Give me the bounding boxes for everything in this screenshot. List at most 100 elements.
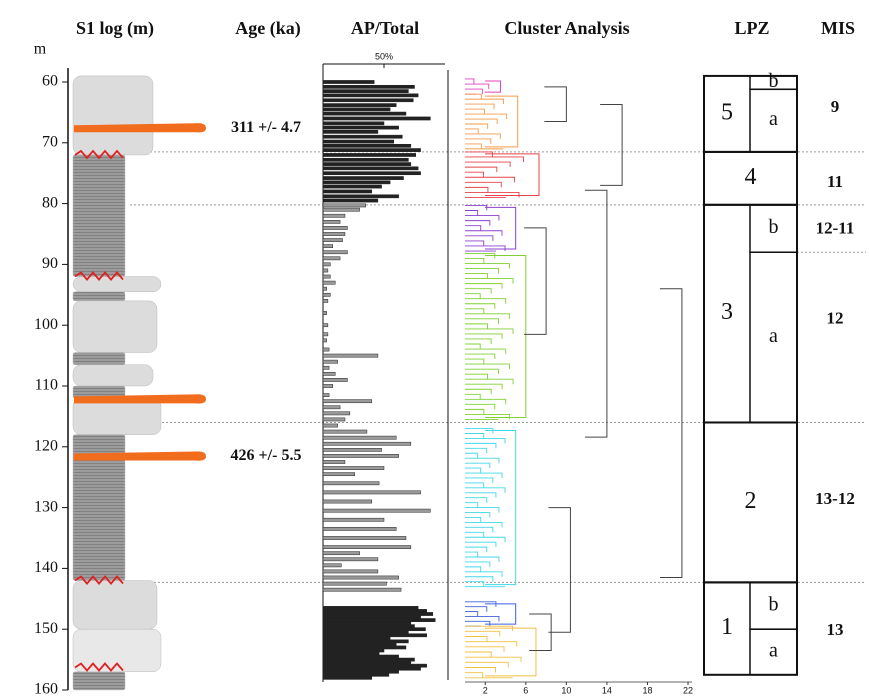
cluster-leaf bbox=[465, 293, 481, 299]
pollen-bar bbox=[322, 508, 431, 513]
cluster-join bbox=[600, 103, 623, 186]
age-label: 311 +/- 4.7 bbox=[231, 119, 301, 136]
cluster-leaf bbox=[465, 625, 513, 632]
pollen-bar bbox=[322, 213, 346, 218]
pollen-bar bbox=[322, 157, 409, 162]
pollen-bar bbox=[322, 429, 368, 434]
cluster-leaf bbox=[465, 507, 500, 513]
cluster-group bbox=[485, 430, 517, 586]
pollen-bar bbox=[322, 581, 387, 586]
hiatus-mark bbox=[74, 271, 124, 281]
pollen-bar bbox=[322, 417, 346, 422]
cluster-leaf bbox=[465, 467, 482, 474]
cluster-leaf bbox=[465, 442, 497, 449]
age-label: 426 +/- 5.5 bbox=[231, 447, 302, 464]
y-tick-label: 160 bbox=[34, 681, 58, 698]
pollen-bar bbox=[322, 627, 426, 632]
cluster-leaf bbox=[465, 606, 488, 612]
cluster-leaf bbox=[465, 512, 491, 518]
lpz-subzone bbox=[749, 628, 798, 676]
cluster-leaf bbox=[465, 123, 489, 130]
pollen-bar bbox=[322, 107, 391, 112]
cluster-leaf bbox=[465, 667, 496, 673]
log-title: S1 log (m) bbox=[76, 18, 154, 39]
cluster-leaf bbox=[465, 611, 479, 617]
hiatus-mark bbox=[74, 662, 124, 672]
cluster-leaf bbox=[465, 651, 492, 657]
pollen-bar bbox=[322, 232, 346, 236]
pollen-bar bbox=[322, 203, 366, 208]
cluster-leaf bbox=[465, 283, 503, 289]
cluster-leaf bbox=[465, 472, 503, 479]
pollen-bar bbox=[322, 460, 346, 464]
pollen-bar bbox=[322, 311, 327, 315]
mis-label: 11 bbox=[827, 172, 843, 191]
cluster-leaf bbox=[465, 186, 489, 193]
cluster-leaf bbox=[465, 98, 504, 105]
pollen-bar bbox=[322, 262, 331, 267]
lpz-sublabel: a bbox=[769, 108, 778, 130]
cluster-leaf bbox=[465, 333, 503, 339]
pollen-bar bbox=[322, 663, 427, 668]
pollen-bar bbox=[322, 454, 399, 458]
lpz-label: 4 bbox=[745, 164, 757, 190]
cluster-group bbox=[485, 153, 540, 197]
cluster-leaf bbox=[465, 661, 509, 668]
cluster-leaf bbox=[465, 566, 482, 572]
cluster-leaf bbox=[465, 403, 496, 410]
cluster-leaf bbox=[465, 108, 485, 115]
cluster-leaf bbox=[465, 636, 488, 642]
lpz-label: 2 bbox=[745, 488, 757, 514]
cluster-leaf bbox=[465, 437, 506, 444]
cluster-leaf bbox=[465, 253, 496, 259]
cluster-join bbox=[659, 288, 683, 579]
cluster-leaf bbox=[465, 601, 497, 607]
cluster-tick-label: 10 bbox=[561, 685, 571, 695]
pollen-bar bbox=[322, 536, 407, 540]
y-tick-label: 70 bbox=[42, 133, 58, 150]
pollen-bar bbox=[322, 98, 414, 103]
pollen-bar bbox=[322, 545, 412, 549]
pollen-bar bbox=[322, 347, 330, 352]
pollen-bar bbox=[322, 472, 355, 477]
cluster-leaf bbox=[465, 368, 499, 375]
pollen-bar bbox=[322, 639, 409, 644]
cluster-leaf bbox=[465, 447, 488, 454]
pollen-bar bbox=[322, 669, 399, 674]
cluster-leaf bbox=[465, 393, 481, 400]
cluster-title: Cluster Analysis bbox=[504, 18, 629, 38]
pollen-bar bbox=[322, 121, 385, 126]
cluster-join bbox=[524, 227, 547, 335]
pollen-bar bbox=[322, 189, 373, 194]
pollen-bar bbox=[322, 575, 399, 580]
cluster-tick-label: 6 bbox=[523, 685, 528, 695]
cluster-leaf bbox=[465, 672, 484, 678]
lithology-unit bbox=[72, 291, 126, 302]
cluster-leaf bbox=[465, 303, 496, 309]
lpz-label: 5 bbox=[721, 99, 733, 125]
pollen-bar bbox=[322, 517, 385, 522]
pollen-bar bbox=[322, 672, 390, 677]
pollen-bar bbox=[322, 423, 338, 428]
cluster-leaf bbox=[465, 358, 485, 365]
cluster-tick-label: 2 bbox=[483, 685, 488, 695]
cluster-leaf bbox=[465, 561, 491, 567]
cluster-leaf bbox=[465, 225, 482, 231]
cluster-leaf bbox=[465, 526, 494, 533]
lithology-unit bbox=[72, 671, 126, 691]
cluster-leaf bbox=[465, 343, 481, 349]
cluster-leaf bbox=[465, 133, 501, 139]
pollen-bar bbox=[322, 399, 373, 404]
y-tick-label: 130 bbox=[34, 498, 58, 515]
y-tick-label: 60 bbox=[42, 73, 58, 90]
cluster-join bbox=[544, 86, 567, 123]
cluster-leaf bbox=[465, 318, 499, 324]
pollen-bar bbox=[322, 93, 419, 98]
cluster-leaf bbox=[465, 220, 491, 226]
pollen-bar bbox=[322, 338, 327, 343]
pollen-bar bbox=[322, 615, 421, 619]
cluster-leaf bbox=[465, 517, 482, 523]
pollen-bar bbox=[322, 143, 412, 148]
cluster-leaf bbox=[465, 492, 497, 498]
cluster-leaf bbox=[465, 383, 503, 390]
